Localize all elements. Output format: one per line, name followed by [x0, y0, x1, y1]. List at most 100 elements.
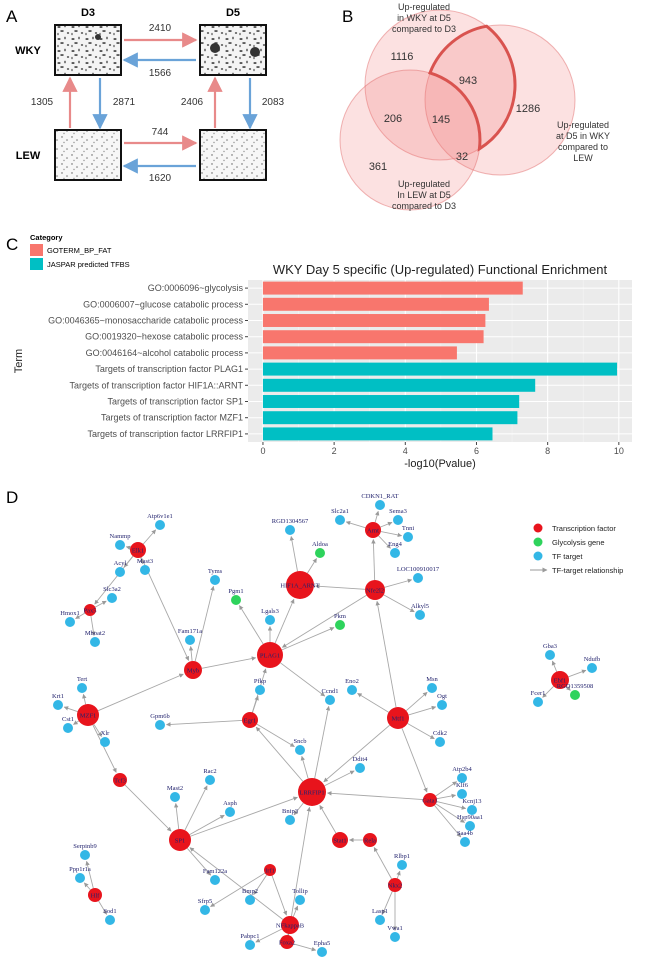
- blob: [210, 43, 220, 53]
- node: [170, 792, 180, 802]
- edge: [307, 558, 317, 574]
- edge: [73, 720, 80, 725]
- node: [388, 878, 402, 892]
- node: [231, 595, 241, 605]
- column-label: D5: [226, 7, 240, 19]
- image-box: [54, 24, 122, 76]
- bar: [262, 378, 536, 392]
- node: [210, 875, 220, 885]
- node-label: Arnt: [367, 528, 379, 535]
- node-label: CDKN1_RAT: [361, 493, 398, 500]
- edge: [289, 535, 298, 572]
- count: 361: [369, 161, 387, 173]
- node-label: Epha5: [314, 940, 331, 947]
- node-label: Lgals3: [261, 608, 279, 615]
- node: [257, 642, 283, 668]
- node-label: Saa4b: [457, 830, 473, 837]
- node: [423, 793, 437, 807]
- edge: [292, 905, 299, 917]
- node: [205, 775, 215, 785]
- node: [315, 548, 325, 558]
- node-label: Tert: [77, 676, 88, 683]
- set-label: Up-regulated: [557, 120, 609, 130]
- set-label: compared to D3: [392, 24, 456, 34]
- edge: [407, 723, 435, 740]
- node-label: Egr1: [244, 718, 257, 725]
- node-label: Bnip3: [282, 808, 298, 815]
- node-label: MZF1: [80, 713, 97, 720]
- edge: [139, 557, 144, 565]
- node: [435, 737, 445, 747]
- edge: [314, 705, 331, 779]
- edge: [435, 781, 458, 797]
- count: 32: [456, 151, 468, 163]
- node-label: Nkx2: [388, 883, 402, 890]
- y-tick-label: Targets of transcription factor LRRFIP1: [87, 429, 243, 439]
- edge: [293, 802, 304, 816]
- edge: [63, 706, 78, 712]
- node: [90, 637, 100, 647]
- node: [457, 789, 467, 799]
- x-tick-label: 0: [260, 446, 265, 456]
- node-label: Gba3: [543, 643, 557, 650]
- node-label: Rac2: [203, 768, 216, 775]
- node-label: Rela: [364, 838, 376, 845]
- edge: [190, 796, 298, 837]
- node-label: Klf6: [456, 782, 469, 789]
- edge: [436, 793, 457, 800]
- node: [80, 850, 90, 860]
- edge: [93, 724, 102, 737]
- node: [265, 615, 275, 625]
- legend-label: TF target: [552, 552, 583, 561]
- node-label: Pkm: [334, 613, 346, 620]
- legend-dot: [533, 537, 543, 547]
- y-tick-label: Targets of transcription factor HIF1A::A…: [69, 380, 243, 390]
- node-label: Ebf1: [554, 678, 567, 685]
- node: [88, 888, 102, 902]
- node: [393, 515, 403, 525]
- node: [551, 671, 569, 689]
- node: [242, 712, 258, 728]
- edge: [252, 695, 259, 713]
- edge: [253, 874, 268, 895]
- edge: [92, 724, 117, 773]
- edge: [401, 728, 428, 793]
- node: [397, 860, 407, 870]
- node: [413, 573, 423, 583]
- node: [184, 661, 202, 679]
- edge: [255, 928, 283, 943]
- node-label: Alkyl5: [411, 603, 429, 610]
- chart-title: WKY Day 5 specific (Up-regulated) Functi…: [273, 262, 608, 277]
- edge: [95, 600, 107, 608]
- node-label: Cdk2: [433, 730, 447, 737]
- edge: [382, 891, 393, 915]
- edge: [83, 882, 91, 891]
- edge: [140, 557, 190, 661]
- node-label: NFkappaB: [276, 923, 305, 930]
- bar: [262, 314, 486, 327]
- node-label: Mtf1: [392, 716, 405, 723]
- edge: [124, 784, 172, 832]
- node-label: Msn: [426, 676, 438, 683]
- node-label: RGD1359508: [557, 683, 593, 690]
- set-label: Up-regulated: [398, 179, 450, 189]
- node-label: Vwa1: [387, 925, 403, 932]
- node: [325, 695, 335, 705]
- node: [387, 707, 409, 729]
- node-label: Fam122a: [203, 868, 227, 875]
- count: 1286: [516, 103, 540, 115]
- edge: [210, 872, 266, 907]
- edge: [396, 870, 401, 879]
- node-label: Tcf3: [114, 778, 126, 785]
- node-label: Hsp90aa1: [457, 814, 483, 821]
- count: 1620: [149, 173, 172, 184]
- panel-letter: A: [6, 7, 18, 26]
- row-label: WKY: [15, 45, 41, 57]
- node: [390, 932, 400, 942]
- edge: [75, 612, 86, 620]
- node-label: Atp6v1e1: [147, 513, 173, 520]
- node: [437, 700, 447, 710]
- edge: [551, 660, 558, 672]
- node-label: Cst1: [62, 716, 74, 723]
- node: [403, 532, 413, 542]
